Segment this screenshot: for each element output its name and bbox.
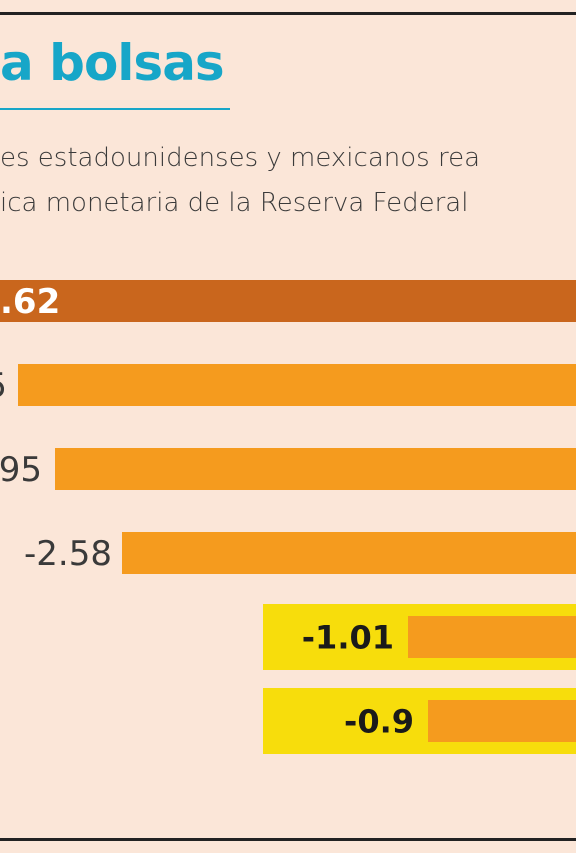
bar-value-label-1: 5 — [0, 366, 7, 406]
bar-value-label-2: 95 — [0, 450, 42, 490]
bar-4 — [408, 616, 576, 658]
bar-value-label-5: -0.9 — [344, 703, 414, 741]
chart-subtitle-line-1: es estadounidenses y mexicanos rea — [0, 143, 480, 173]
bar-1 — [18, 364, 576, 406]
bar-5 — [428, 700, 576, 742]
chart-subtitle-line-2: ica monetaria de la Reserva Federal — [0, 188, 469, 218]
bar-value-label-4: -1.01 — [302, 619, 394, 657]
bar-0 — [0, 280, 576, 322]
frame-bottom-rule — [0, 838, 576, 841]
bar-2 — [55, 448, 576, 490]
title-underline — [0, 108, 230, 110]
bar-value-label-0: .62 — [0, 282, 60, 322]
bar-3 — [122, 532, 576, 574]
frame-top-rule — [0, 12, 576, 15]
chart-title: a bolsas — [0, 34, 225, 92]
bar-value-label-3: -2.58 — [24, 534, 112, 574]
